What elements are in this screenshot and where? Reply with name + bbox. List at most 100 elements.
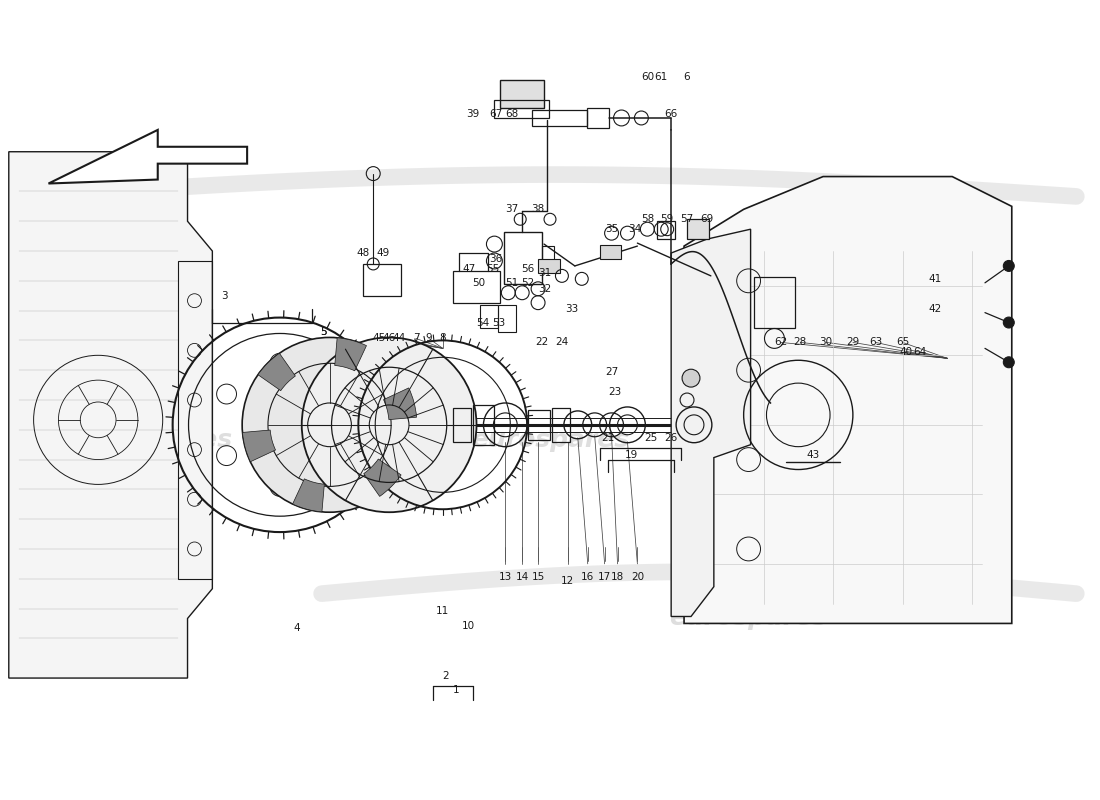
Text: 56: 56: [521, 264, 535, 274]
Text: 52: 52: [521, 278, 535, 288]
Text: 21: 21: [601, 433, 614, 442]
Circle shape: [242, 338, 417, 512]
Text: 32: 32: [538, 284, 552, 294]
Bar: [494, 100, 549, 118]
Text: 23: 23: [608, 387, 622, 397]
Wedge shape: [258, 354, 296, 390]
Text: 5: 5: [320, 327, 327, 338]
Bar: [754, 277, 795, 329]
Circle shape: [301, 338, 476, 512]
Text: 42: 42: [928, 304, 942, 314]
Bar: [363, 264, 402, 296]
Text: 45: 45: [373, 334, 386, 343]
Circle shape: [682, 370, 700, 387]
Text: 13: 13: [498, 572, 512, 582]
Wedge shape: [364, 459, 402, 497]
Bar: [532, 110, 586, 126]
Bar: [498, 305, 516, 333]
Text: 33: 33: [565, 304, 579, 314]
Text: 9: 9: [426, 334, 432, 343]
Text: 38: 38: [531, 204, 544, 214]
Bar: [453, 271, 500, 302]
Text: 61: 61: [654, 72, 668, 82]
Text: eurospares: eurospares: [471, 428, 629, 452]
Text: eurospares: eurospares: [670, 606, 827, 630]
Text: eurospares: eurospares: [74, 428, 232, 452]
Text: 39: 39: [466, 109, 480, 119]
Text: 68: 68: [506, 109, 519, 119]
Text: 35: 35: [605, 224, 618, 234]
Text: 27: 27: [605, 367, 618, 377]
Wedge shape: [384, 388, 417, 420]
Circle shape: [1003, 357, 1014, 368]
Text: 54: 54: [476, 318, 490, 327]
Bar: [600, 245, 621, 259]
Text: 16: 16: [581, 572, 594, 582]
Text: 4: 4: [294, 623, 300, 634]
Text: 12: 12: [561, 576, 574, 586]
Text: 20: 20: [630, 572, 644, 582]
Text: 50: 50: [472, 278, 485, 288]
Text: 28: 28: [793, 338, 807, 347]
Circle shape: [1003, 261, 1014, 271]
Wedge shape: [293, 479, 324, 512]
Text: 36: 36: [488, 254, 502, 264]
Bar: [688, 219, 708, 239]
Text: 7: 7: [412, 334, 419, 343]
Text: 25: 25: [645, 433, 658, 442]
Text: 55: 55: [486, 264, 499, 274]
Bar: [542, 246, 554, 271]
Polygon shape: [684, 177, 1012, 623]
Text: 43: 43: [806, 450, 820, 460]
Text: 18: 18: [610, 572, 624, 582]
Text: 62: 62: [773, 338, 786, 347]
Bar: [528, 410, 550, 440]
Text: 3: 3: [221, 290, 228, 301]
Text: 67: 67: [488, 109, 502, 119]
Text: 53: 53: [492, 318, 505, 327]
Text: 30: 30: [820, 338, 833, 347]
Text: 2: 2: [442, 671, 449, 681]
Text: 6: 6: [684, 72, 691, 82]
Text: 46: 46: [383, 334, 396, 343]
Text: 66: 66: [664, 109, 678, 119]
Text: 26: 26: [664, 433, 678, 442]
Text: 59: 59: [661, 214, 674, 224]
Bar: [658, 222, 675, 239]
Text: 47: 47: [462, 264, 475, 274]
Text: 51: 51: [506, 278, 519, 288]
Text: 57: 57: [681, 214, 694, 224]
Bar: [552, 408, 570, 442]
Bar: [538, 259, 560, 273]
Text: 48: 48: [356, 248, 370, 258]
Circle shape: [1003, 317, 1014, 328]
Bar: [453, 408, 471, 442]
Polygon shape: [9, 152, 212, 678]
Text: 10: 10: [462, 622, 475, 631]
Text: 60: 60: [641, 72, 653, 82]
Wedge shape: [334, 338, 366, 371]
Polygon shape: [48, 130, 248, 183]
Text: 29: 29: [846, 338, 859, 347]
Text: 69: 69: [701, 214, 714, 224]
Text: 34: 34: [628, 224, 641, 234]
Text: 24: 24: [556, 338, 569, 347]
Text: 41: 41: [928, 274, 942, 284]
Text: 8: 8: [439, 334, 447, 343]
Text: 63: 63: [869, 338, 882, 347]
Text: 37: 37: [506, 204, 519, 214]
Text: 31: 31: [538, 268, 552, 278]
Polygon shape: [671, 229, 750, 617]
Text: 14: 14: [516, 572, 529, 582]
Bar: [177, 261, 212, 578]
Text: 65: 65: [895, 338, 910, 347]
Bar: [504, 232, 542, 284]
Text: 19: 19: [625, 450, 638, 460]
Text: 11: 11: [436, 606, 450, 615]
Wedge shape: [242, 430, 275, 462]
Text: 22: 22: [536, 338, 549, 347]
Bar: [500, 80, 544, 108]
Bar: [586, 108, 608, 128]
Text: 64: 64: [913, 347, 926, 358]
Text: 40: 40: [899, 347, 912, 358]
